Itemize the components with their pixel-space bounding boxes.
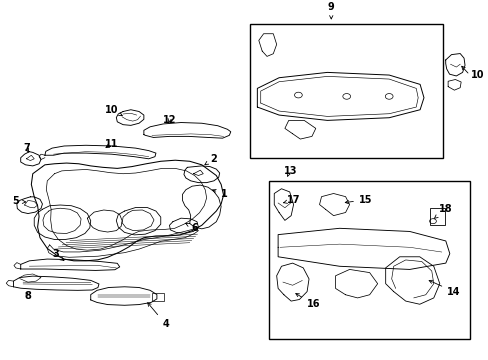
Text: 15: 15	[345, 195, 372, 205]
Text: 8: 8	[24, 291, 31, 301]
Text: 12: 12	[163, 115, 176, 125]
Text: 14: 14	[428, 280, 460, 297]
Bar	[249, 24, 443, 158]
Text: 18: 18	[433, 204, 452, 219]
Text: 10: 10	[470, 70, 484, 80]
Text: 4: 4	[147, 303, 169, 329]
Text: 17: 17	[283, 195, 300, 205]
Bar	[152, 293, 164, 301]
Text: 6: 6	[185, 223, 198, 233]
Bar	[269, 181, 469, 339]
Text: 2: 2	[204, 154, 217, 165]
Text: 16: 16	[295, 293, 320, 309]
Text: 1: 1	[212, 189, 227, 199]
Text: 3: 3	[52, 249, 64, 261]
Bar	[429, 208, 444, 225]
Text: 9: 9	[327, 2, 334, 19]
Text: 10: 10	[104, 105, 122, 116]
Text: 5: 5	[13, 197, 26, 206]
Text: 13: 13	[284, 166, 297, 176]
Text: 11: 11	[104, 139, 118, 149]
Text: 7: 7	[23, 143, 30, 153]
